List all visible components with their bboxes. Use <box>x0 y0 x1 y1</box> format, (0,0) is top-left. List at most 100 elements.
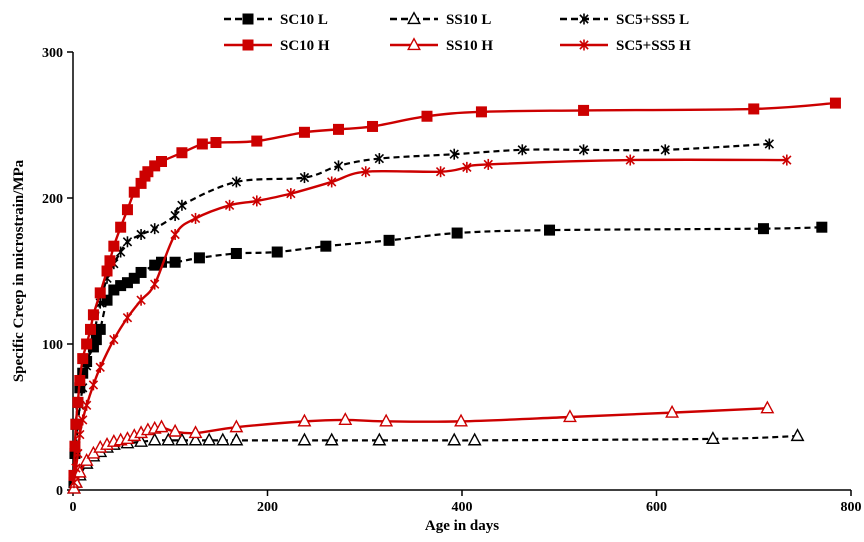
data-point-asterisk <box>149 223 160 235</box>
data-point-asterisk <box>95 361 105 373</box>
data-point-triangle <box>154 419 169 433</box>
data-point-square <box>230 247 242 259</box>
series-layer <box>67 97 841 494</box>
y-axis-title: Specific Creep in microstrain/MPa <box>11 159 27 382</box>
series-line <box>72 142 770 476</box>
data-point-square <box>757 223 769 235</box>
data-point-square <box>87 309 99 321</box>
data-point-square <box>128 186 140 198</box>
data-point-square <box>155 156 167 167</box>
data-point-square <box>81 338 93 350</box>
data-point-asterisk <box>170 210 180 222</box>
legend-label: SS10 L <box>446 12 491 28</box>
data-point-square <box>70 418 82 430</box>
data-point-asterisk <box>136 294 146 306</box>
x-tick-label: 0 <box>70 500 77 515</box>
data-point-asterisk <box>326 176 337 188</box>
x-tick-label: 800 <box>841 500 862 515</box>
data-point-square <box>104 255 116 267</box>
legend-item: SS10 L <box>390 11 491 28</box>
data-point-asterisk <box>252 195 262 207</box>
data-point-asterisk <box>81 399 92 411</box>
data-point-square <box>475 106 487 118</box>
data-point-asterisk <box>122 312 133 324</box>
data-point-asterisk <box>88 379 99 391</box>
data-point-square <box>193 252 205 264</box>
data-point-asterisk <box>177 199 187 211</box>
data-point-square <box>210 137 222 149</box>
data-point-square <box>72 396 84 408</box>
data-point-asterisk <box>435 166 446 178</box>
data-point-asterisk <box>78 414 88 426</box>
data-point-triangle <box>563 409 577 423</box>
y-tick-label: 200 <box>42 192 63 207</box>
data-point-square <box>87 341 99 353</box>
data-point-triangle <box>454 413 468 427</box>
y-tick-label: 100 <box>42 338 63 353</box>
data-point-triangle <box>790 428 805 442</box>
data-point-triangle <box>297 413 312 427</box>
data-point-triangle <box>324 432 339 446</box>
x-axis-title: Age in days <box>425 518 499 534</box>
data-point-square <box>142 166 154 178</box>
data-point-asterisk <box>483 158 493 170</box>
data-point-square <box>69 440 81 452</box>
data-point-triangle <box>215 432 230 446</box>
data-point-asterisk <box>764 138 775 150</box>
data-point-triangle <box>202 432 217 446</box>
x-tick-label: 400 <box>452 500 473 515</box>
data-point-asterisk <box>782 154 792 166</box>
data-point-asterisk <box>73 448 83 459</box>
data-point-asterisk <box>517 144 527 156</box>
series-line <box>72 158 787 483</box>
data-point-square <box>74 375 86 386</box>
data-point-asterisk <box>462 161 472 173</box>
data-point-asterisk <box>578 144 589 156</box>
data-point-square <box>94 323 106 335</box>
data-point-square <box>108 240 120 252</box>
data-point-triangle <box>229 432 244 446</box>
legend-label: SC5+SS5 H <box>616 38 691 54</box>
series-ss10-l <box>67 428 805 494</box>
legend-label: SC10 H <box>280 38 330 54</box>
legend-item: SC10 H <box>224 38 330 54</box>
data-point-asterisk <box>374 153 385 165</box>
y-tick-label: 300 <box>42 46 63 61</box>
data-point-square <box>320 240 332 252</box>
series-sc10-l <box>68 221 828 489</box>
data-point-square <box>149 160 161 172</box>
data-point-triangle <box>168 423 183 437</box>
data-point-asterisk <box>299 172 310 184</box>
data-point-asterisk <box>136 229 146 240</box>
series-sc5-ss5-h <box>69 154 792 489</box>
data-point-asterisk <box>361 166 371 178</box>
data-point-square <box>155 256 167 268</box>
data-point-triangle <box>161 432 176 446</box>
data-point-triangle <box>379 413 394 427</box>
legend-item: SC10 L <box>224 12 328 28</box>
data-point-triangle <box>188 432 203 446</box>
data-point-asterisk <box>69 477 79 489</box>
data-point-asterisk <box>579 39 589 51</box>
legend: SC10 L SS10 L SC5+SS5 L SC10 H SS10 H SC5+SS5… <box>224 11 691 54</box>
data-point-square <box>421 110 433 122</box>
data-point-triangle <box>79 452 94 466</box>
data-point-triangle <box>174 432 189 446</box>
data-point-square <box>149 259 161 271</box>
data-point-square <box>128 272 140 284</box>
data-point-asterisk <box>170 229 180 240</box>
data-point-square <box>108 284 120 296</box>
legend-label: SS10 H <box>446 38 493 54</box>
data-point-triangle <box>338 412 353 426</box>
data-point-square <box>271 246 283 258</box>
data-point-triangle <box>147 432 162 446</box>
data-point-square <box>101 294 113 306</box>
data-point-square <box>367 120 379 132</box>
data-point-asterisk <box>122 236 133 248</box>
data-point-asterisk <box>231 176 242 188</box>
data-point-triangle <box>188 425 203 439</box>
data-point-asterisk <box>224 199 235 211</box>
data-point-triangle <box>372 432 387 446</box>
data-point-square <box>121 277 133 289</box>
data-point-triangle <box>447 432 462 446</box>
